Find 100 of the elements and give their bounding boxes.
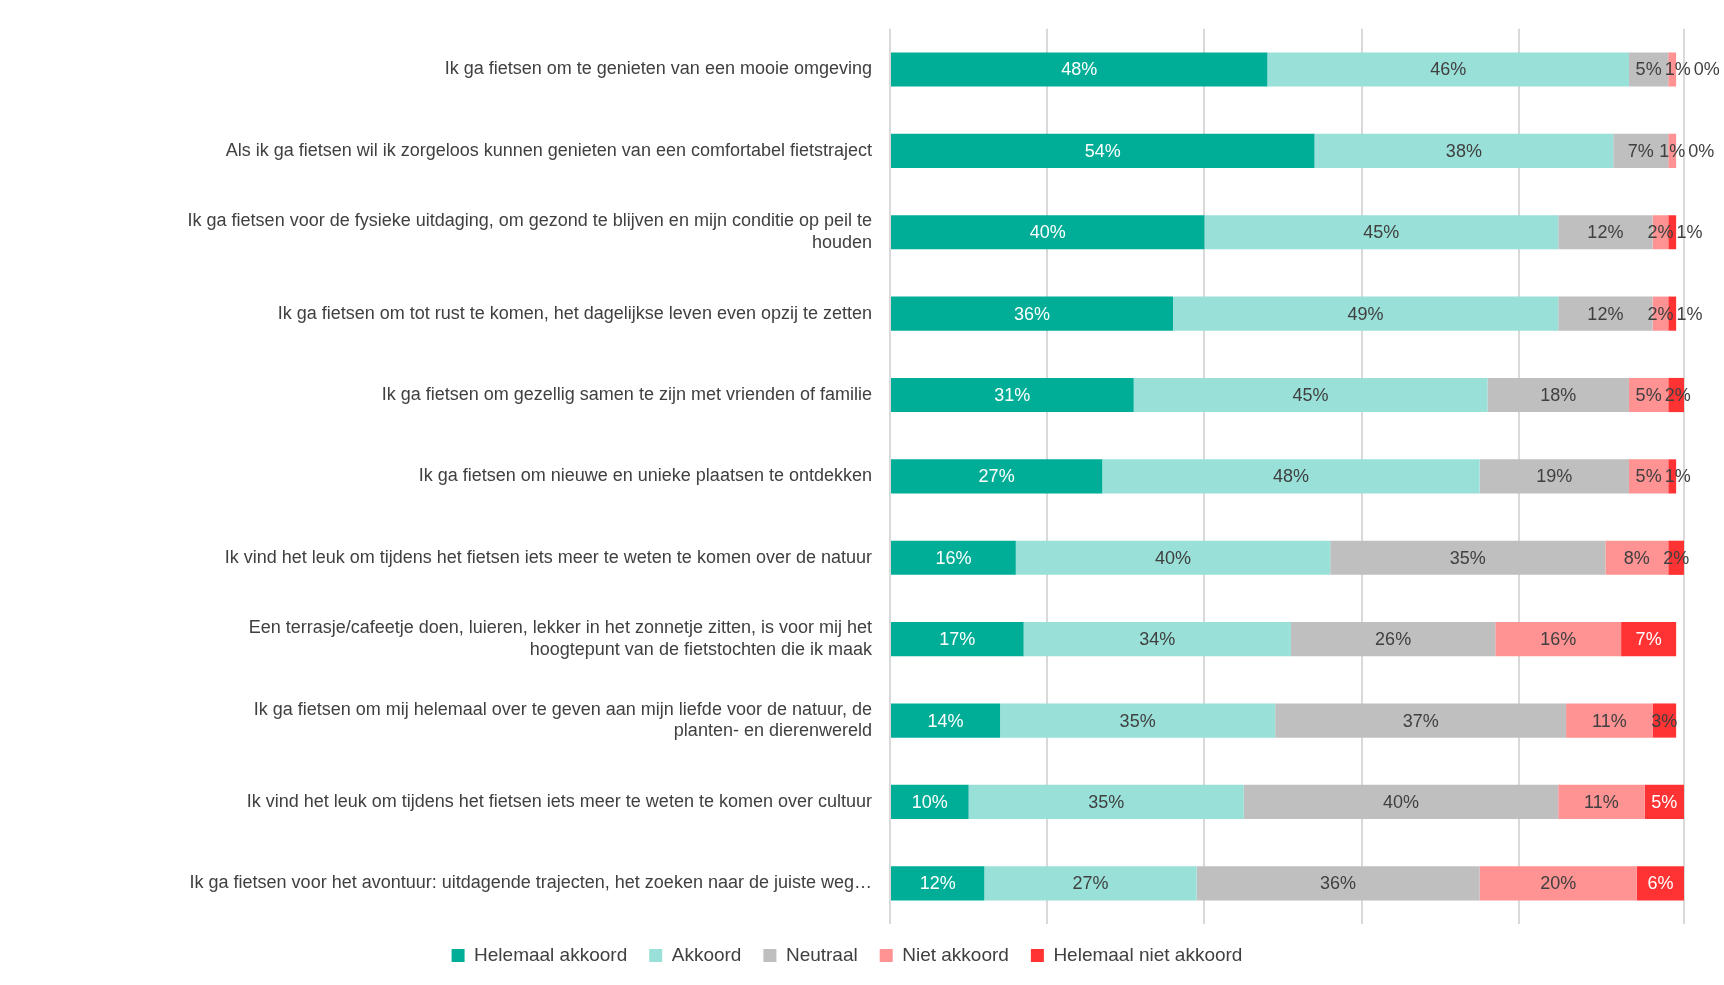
bar bbox=[1196, 866, 1480, 901]
data-label: 17% bbox=[939, 629, 976, 650]
data-label: 16% bbox=[1540, 629, 1577, 650]
y-tick-label: Een terrasje/cafeetje doen, luieren, lekker in het zonnetje zitten, is voor mij het hoogtepunt van de fietstochten die ik maak bbox=[248, 617, 873, 659]
data-label: 27% bbox=[978, 466, 1015, 487]
data-label: 31% bbox=[994, 384, 1031, 405]
data-label: 5% bbox=[1635, 59, 1662, 80]
data-label: 20% bbox=[1540, 873, 1577, 894]
data-label: 48% bbox=[1061, 59, 1098, 80]
bar bbox=[891, 215, 1205, 250]
bar bbox=[1173, 296, 1559, 331]
data-label: 45% bbox=[1292, 384, 1329, 405]
data-label: 11% bbox=[1591, 710, 1627, 731]
data-label: 38% bbox=[1445, 140, 1482, 161]
data-label: 1% bbox=[1659, 140, 1686, 161]
bar bbox=[891, 866, 985, 901]
data-label: 48% bbox=[1272, 466, 1309, 487]
bar bbox=[984, 866, 1197, 901]
data-label: 1% bbox=[1676, 222, 1703, 243]
data-label: 7% bbox=[1635, 629, 1662, 650]
legend-label: Niet akkoord bbox=[902, 943, 1009, 965]
bar bbox=[1479, 866, 1637, 901]
legend-label: Neutraal bbox=[785, 943, 858, 965]
bar bbox=[891, 540, 1016, 575]
y-tick-label: Ik ga fietsen om nieuwe en unieke plaatsen te ontdekken bbox=[418, 465, 872, 486]
data-label: 45% bbox=[1363, 222, 1400, 243]
data-label: 36% bbox=[1320, 873, 1357, 894]
data-label: 34% bbox=[1139, 629, 1176, 650]
data-label: 12% bbox=[919, 873, 956, 894]
data-label: 1% bbox=[1676, 303, 1703, 324]
y-tick-label: Ik ga fietsen om gezellig samen te zijn met vrienden of familie bbox=[381, 383, 872, 404]
data-label: 5% bbox=[1651, 791, 1678, 812]
data-label: 5% bbox=[1635, 384, 1662, 405]
data-label: 1% bbox=[1664, 59, 1691, 80]
y-tick-label: Ik ga fietsen voor het avontuur: uitdagende trajecten, het zoeken naar de juiste weg… bbox=[189, 872, 872, 893]
y-tick-label: Ik ga fietsen om mij helemaal over te geven aan mijn liefde voor de natuur, de planten- en dierenwereld bbox=[253, 698, 872, 741]
bar bbox=[891, 296, 1174, 331]
bar bbox=[1204, 215, 1559, 250]
bar bbox=[1290, 622, 1496, 657]
data-label: 26% bbox=[1375, 629, 1412, 650]
data-label: 12% bbox=[1587, 222, 1624, 243]
bar bbox=[1275, 703, 1567, 738]
data-label: 0% bbox=[1693, 59, 1720, 80]
data-label: 54% bbox=[1084, 140, 1121, 161]
data-label: 14% bbox=[927, 710, 964, 731]
data-label: 8% bbox=[1623, 547, 1650, 568]
data-label: 35% bbox=[1088, 791, 1125, 812]
y-tick-label: Ik ga fietsen om tot rust te komen, het dagelijkse leven even opzij te zetten bbox=[277, 302, 872, 323]
bar bbox=[1558, 784, 1645, 820]
y-tick-label: Ik ga fietsen om te genieten van een mooie omgeving bbox=[444, 58, 872, 79]
bar bbox=[1487, 377, 1629, 413]
data-label: 46% bbox=[1430, 59, 1467, 80]
bar bbox=[891, 703, 1001, 738]
data-label: 49% bbox=[1347, 303, 1384, 324]
bar bbox=[1621, 622, 1677, 657]
data-label: 12% bbox=[1587, 303, 1624, 324]
data-label: 40% bbox=[1029, 222, 1066, 243]
bar bbox=[1102, 459, 1480, 494]
data-label: 10% bbox=[911, 791, 948, 812]
data-label: 19% bbox=[1536, 466, 1573, 487]
bar bbox=[1133, 377, 1488, 413]
bar bbox=[1479, 459, 1629, 494]
bar bbox=[1314, 133, 1614, 168]
data-label: 40% bbox=[1154, 547, 1192, 568]
y-tick-label: Ik vind het leuk om tijdens het fietsen iets meer te weten te komen over cultuur bbox=[246, 790, 872, 811]
y-tick-label: Als ik ga fietsen wil ik zorgeloos kunnen genieten van een comfortabel fietstraject bbox=[225, 139, 872, 160]
bar bbox=[1495, 622, 1622, 657]
data-label: 5% bbox=[1635, 466, 1662, 487]
bar bbox=[1566, 703, 1653, 738]
data-label: 2% bbox=[1647, 303, 1674, 324]
y-tick-label: Ik ga fietsen voor de fysieke uitdaging, om gezond te blijven en mijn conditie op peil te houden bbox=[187, 210, 872, 253]
bar bbox=[891, 784, 969, 820]
data-label: 11% bbox=[1584, 791, 1619, 812]
data-label: 35% bbox=[1449, 547, 1486, 568]
data-label: 0% bbox=[1688, 140, 1715, 161]
data-label: 2% bbox=[1647, 222, 1674, 243]
bar bbox=[891, 133, 1315, 168]
legend-label: Helemaal akkoord bbox=[474, 943, 628, 965]
bar bbox=[891, 377, 1134, 413]
bar bbox=[1000, 703, 1276, 738]
data-label: 16% bbox=[935, 547, 972, 568]
bar bbox=[1330, 540, 1606, 575]
data-label: 7% bbox=[1627, 140, 1654, 161]
bar bbox=[891, 622, 1024, 657]
data-label: 35% bbox=[1119, 710, 1156, 731]
bar bbox=[891, 52, 1268, 87]
data-label: 40% bbox=[1382, 791, 1420, 812]
data-label: 18% bbox=[1540, 384, 1577, 405]
bar bbox=[891, 459, 1103, 494]
bar bbox=[1267, 52, 1629, 87]
data-label: 37% bbox=[1402, 710, 1439, 731]
data-label: 6% bbox=[1647, 873, 1674, 894]
bar bbox=[1015, 540, 1331, 575]
legend-label: Akkoord bbox=[671, 943, 742, 965]
bar bbox=[1023, 622, 1291, 657]
bar bbox=[968, 784, 1244, 820]
data-label: 36% bbox=[1013, 303, 1051, 324]
legend-label: Helemaal niet akkoord bbox=[1053, 943, 1243, 965]
data-label: 27% bbox=[1072, 873, 1109, 894]
y-tick-label: Ik vind het leuk om tijdens het fietsen iets meer te weten te komen over de natuur bbox=[224, 546, 872, 567]
